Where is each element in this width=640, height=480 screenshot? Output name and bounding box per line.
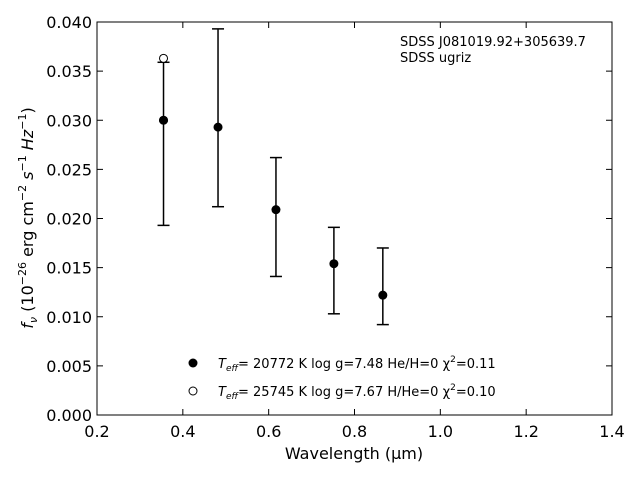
y-tick-label: 0.020 xyxy=(46,210,92,229)
y-tick-label: 0.040 xyxy=(46,13,92,32)
x-tick-label: 1.4 xyxy=(599,422,624,441)
model-point-filled xyxy=(159,115,169,125)
y-tick-label: 0.015 xyxy=(46,259,92,278)
observed-point xyxy=(329,259,339,269)
y-tick-label: 0.000 xyxy=(46,406,92,425)
annotation-filter-set: SDSS ugriz xyxy=(400,51,471,66)
observed-point xyxy=(271,205,281,215)
error-bars xyxy=(157,28,389,326)
y-axis-label: fν (10−26 erg cm−2 s−1 Hz−1) xyxy=(16,107,40,328)
x-tick-label: 1.0 xyxy=(428,422,453,441)
plot-frame xyxy=(96,21,613,416)
data-points xyxy=(159,53,388,300)
observed-point xyxy=(378,290,388,300)
y-tick-label: 0.025 xyxy=(46,160,92,179)
legend: Teff= 20772 K log g=7.48 He/H=0 χ2=0.11 … xyxy=(188,355,496,402)
y-tick-label: 0.035 xyxy=(46,62,92,81)
x-axis-label: Wavelength (μm) xyxy=(285,444,423,463)
x-tick-label: 0.8 xyxy=(342,422,367,441)
x-tick-label: 1.2 xyxy=(513,422,538,441)
annotation-object-name: SDSS J081019.92+305639.7 xyxy=(400,35,586,50)
legend-marker-filled xyxy=(188,358,198,368)
observed-point xyxy=(213,122,223,132)
legend-label-open: Teff= 25745 K log g=7.67 H/He=0 χ2=0.10 xyxy=(218,383,496,402)
legend-label-filled: Teff= 20772 K log g=7.48 He/H=0 χ2=0.11 xyxy=(218,355,496,374)
x-tick-label: 0.2 xyxy=(84,422,109,441)
y-tick-label: 0.010 xyxy=(46,308,92,327)
axis-ticks: 0.2 0.4 0.6 0.8 1.0 1.2 1.4 0.000 0.005 0.010 0.01… xyxy=(46,13,625,441)
x-tick-label: 0.6 xyxy=(256,422,281,441)
model-point-open xyxy=(159,53,169,63)
y-tick-label: 0.005 xyxy=(46,357,92,376)
y-tick-label: 0.030 xyxy=(46,111,92,130)
legend-marker-open xyxy=(188,386,198,396)
x-tick-label: 0.4 xyxy=(170,422,195,441)
